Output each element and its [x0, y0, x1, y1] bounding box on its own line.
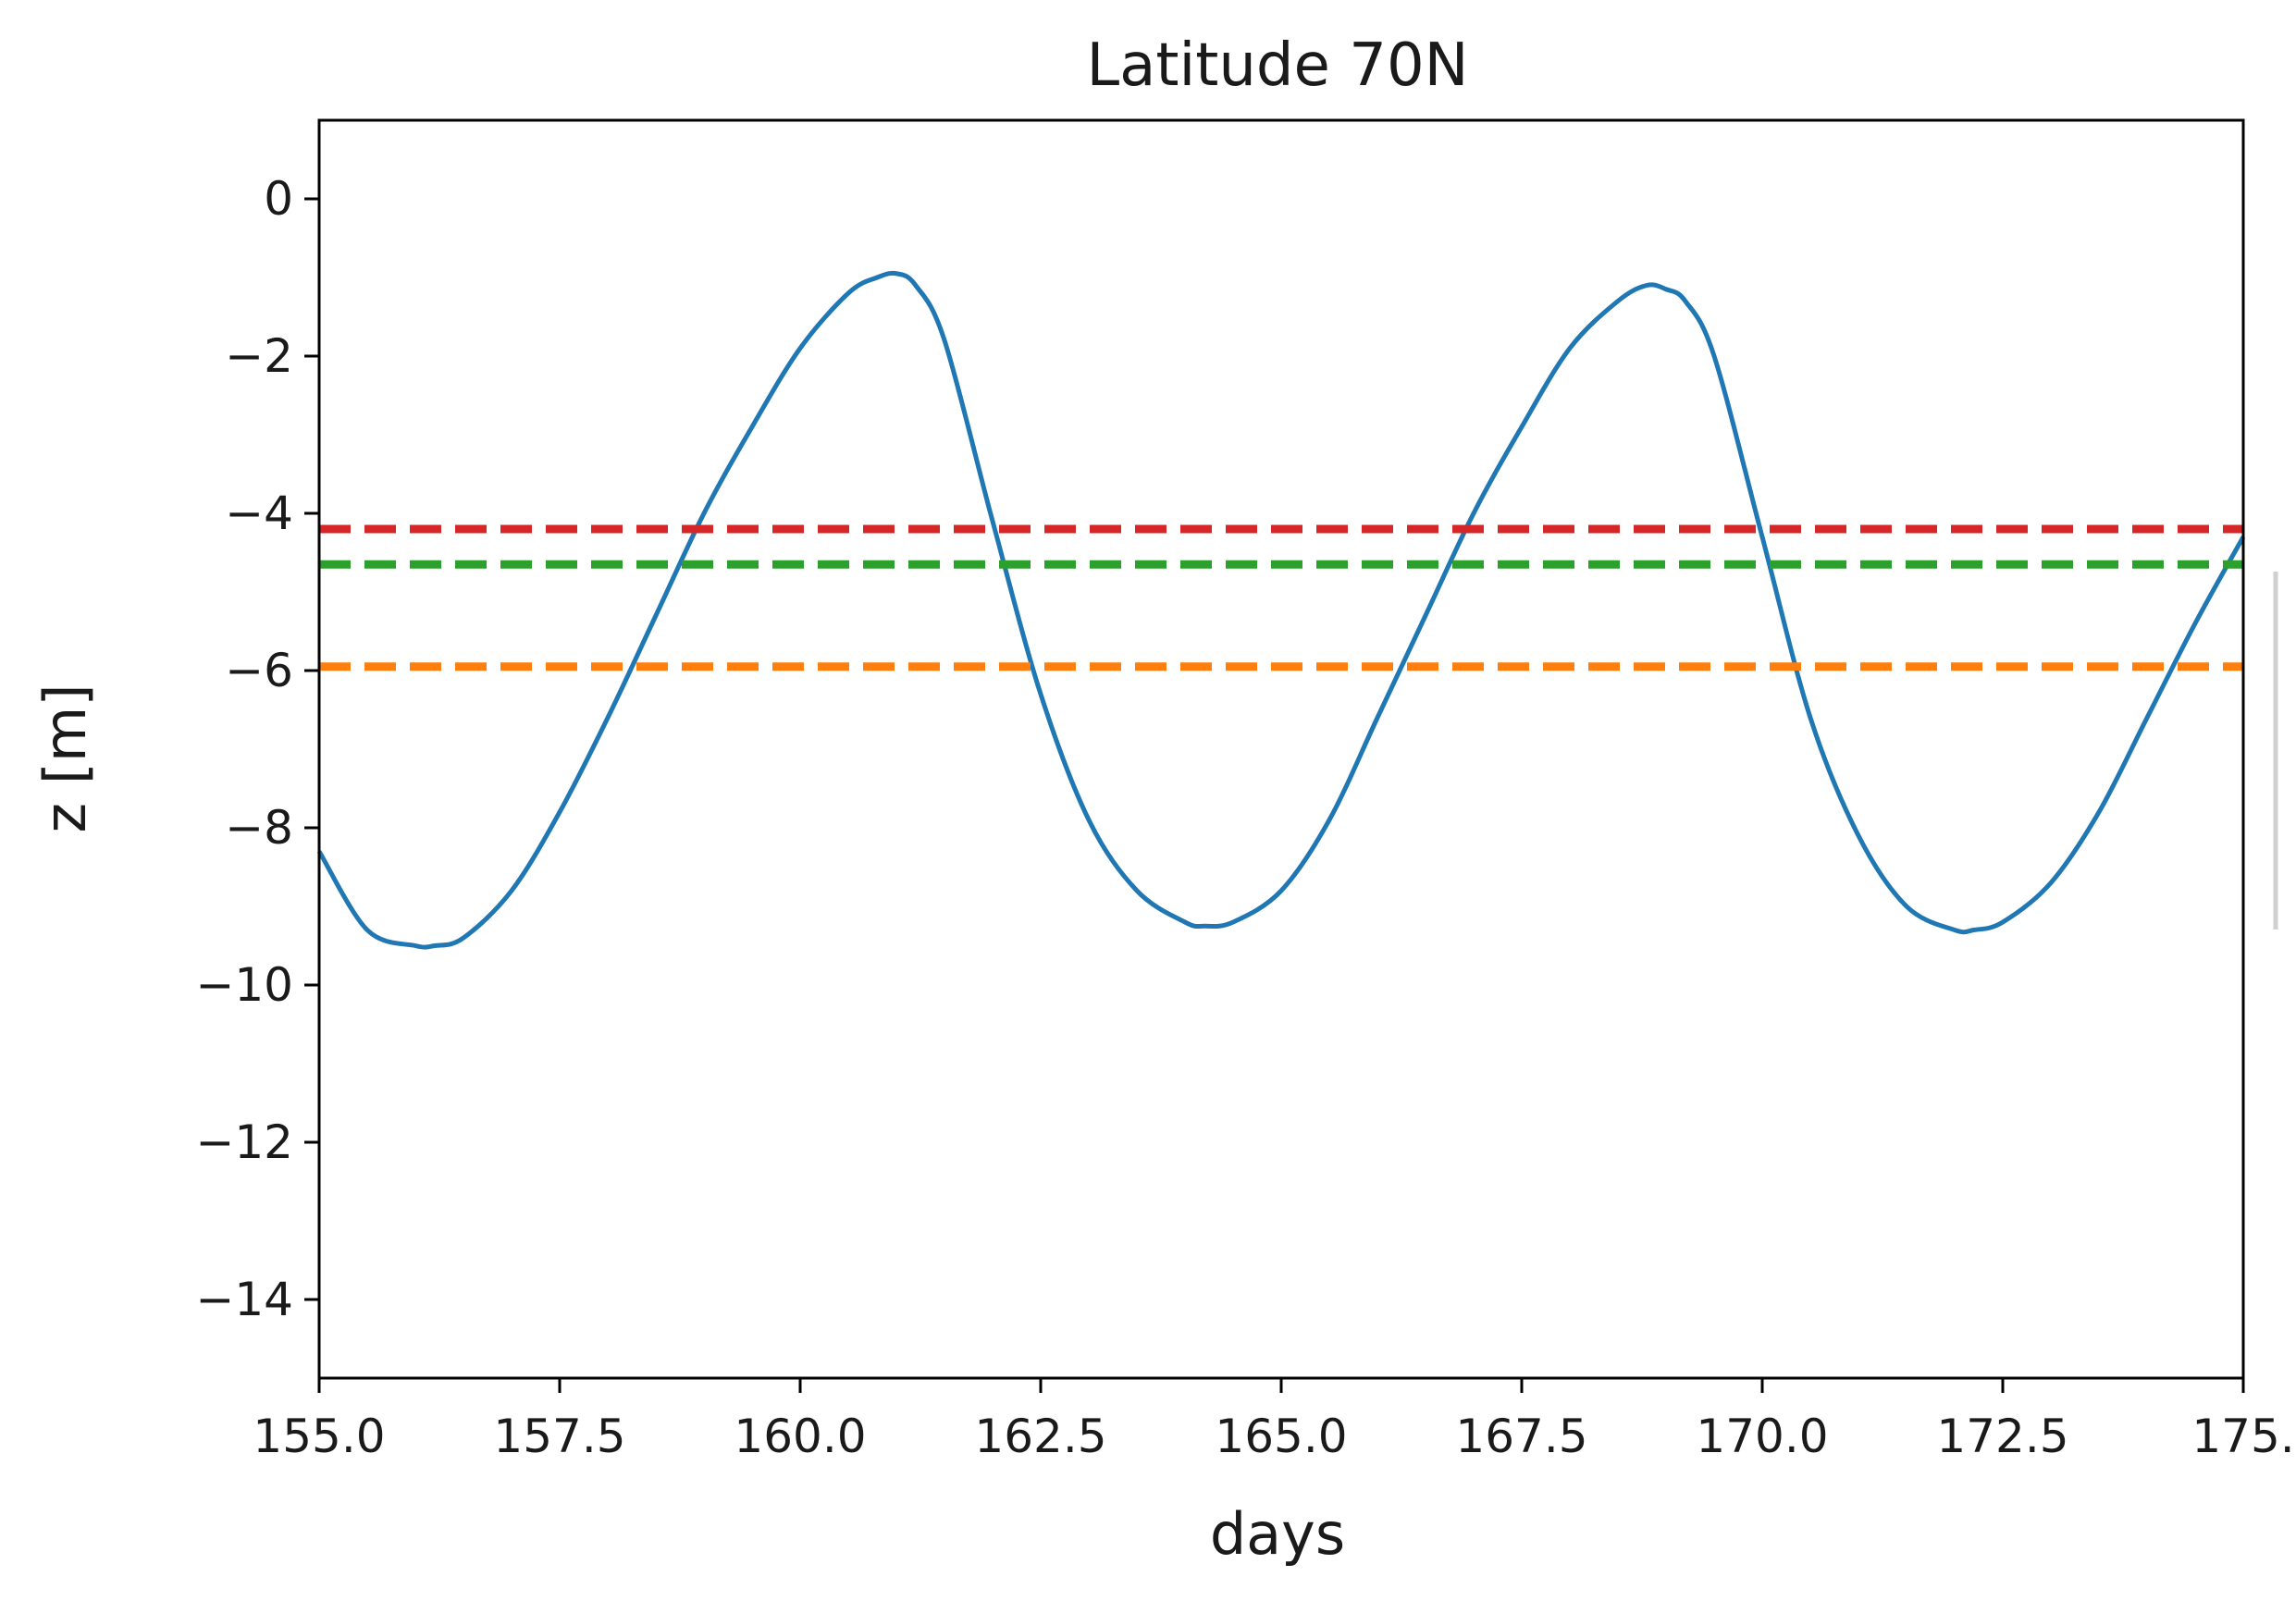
x-tick-label: 167.5: [1455, 1410, 1587, 1463]
x-tick-label: 172.5: [1936, 1410, 2068, 1463]
x-tick-label: 170.0: [1696, 1410, 1828, 1463]
y-tick-label: −4: [225, 486, 293, 540]
x-tick-label: 165.0: [1215, 1410, 1347, 1463]
x-tick-label: 175.: [2191, 1410, 2294, 1463]
y-tick-label: −8: [225, 801, 293, 855]
y-tick-label: −12: [195, 1115, 293, 1169]
series-layer: [316, 270, 2246, 950]
y-axis-title: z [m]: [31, 684, 99, 832]
x-tick-label: 155.0: [253, 1410, 385, 1463]
x-axis-title: days: [1210, 1500, 1345, 1568]
tick-layer: 155.0 157.5 160.0 162.5 165.0 167.5 170.0 172.5…: [195, 172, 2294, 1463]
plot-frame: [317, 118, 2245, 1380]
x-tick-label: 157.5: [493, 1410, 625, 1463]
y-tick-label: −6: [225, 644, 293, 697]
x-tick-label: 162.5: [974, 1410, 1106, 1463]
series-line-0: [316, 270, 2246, 950]
y-tick-label: −2: [225, 329, 293, 383]
y-tick-label: −14: [195, 1273, 293, 1326]
y-tick-label: 0: [264, 172, 293, 226]
y-tick-label: −10: [195, 958, 293, 1012]
chart-title: Latitude 70N: [1086, 31, 1468, 100]
x-tick-label: 160.0: [734, 1410, 866, 1463]
